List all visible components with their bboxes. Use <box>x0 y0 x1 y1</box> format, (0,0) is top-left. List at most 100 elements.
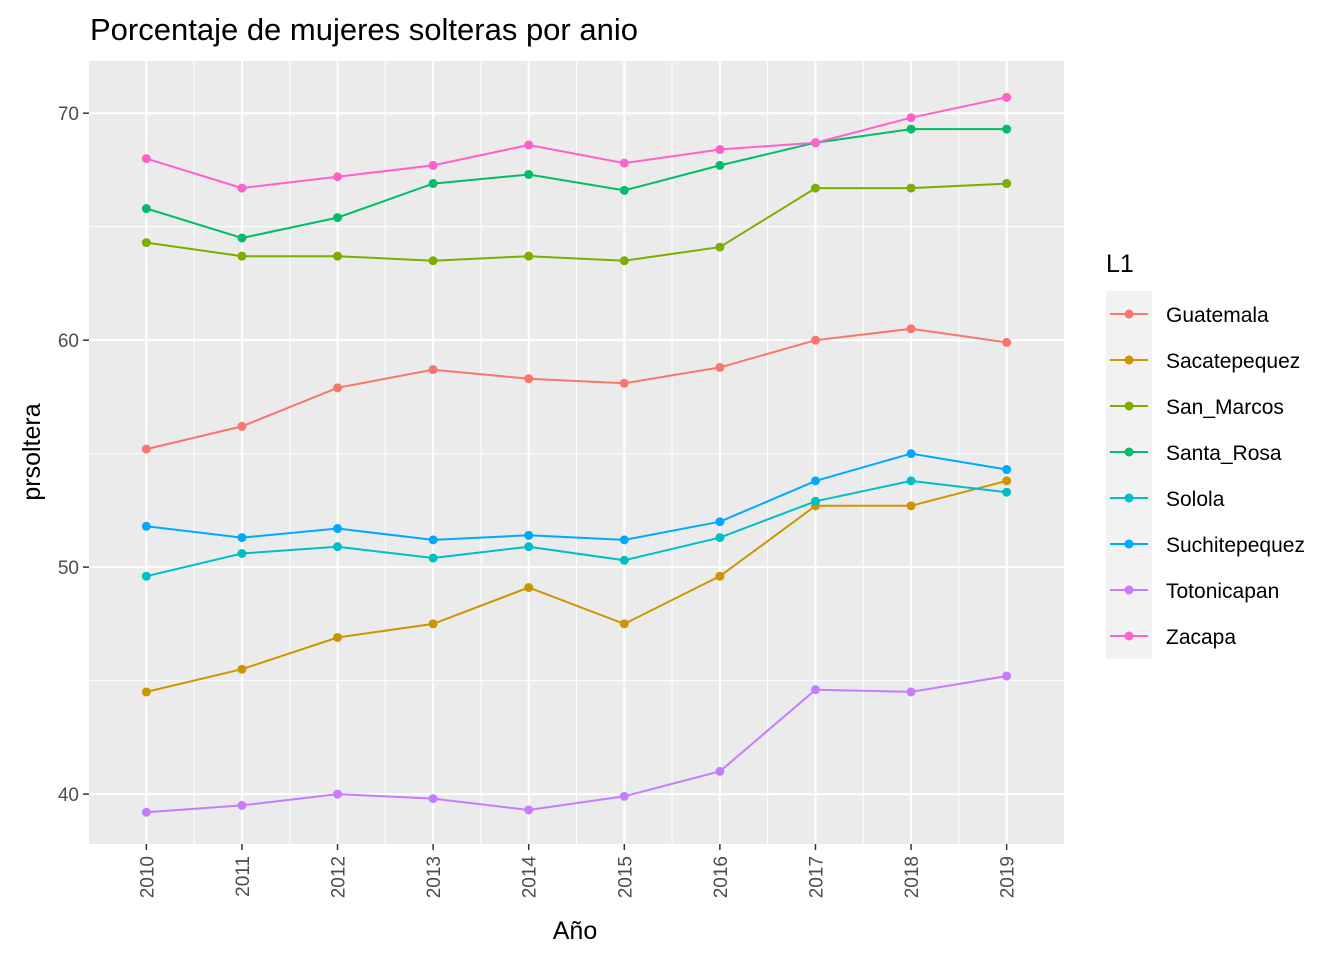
data-point-solola <box>524 542 534 552</box>
data-point-suchitepequez <box>333 524 343 534</box>
x-tick-label: 2010 <box>137 856 158 898</box>
data-point-santa-rosa <box>237 233 247 243</box>
data-point-san-marcos <box>810 183 820 193</box>
data-point-san-marcos <box>237 251 247 261</box>
data-point-guatemala <box>141 444 151 454</box>
data-point-san-marcos <box>141 238 151 248</box>
legend-label: Guatemala <box>1166 304 1269 327</box>
minor-gridlines <box>89 61 1064 844</box>
data-point-solola <box>237 548 247 558</box>
x-tick-label: 2016 <box>711 856 732 898</box>
data-point-santa-rosa <box>333 213 343 223</box>
data-point-totonicapan <box>906 687 916 697</box>
data-point-solola <box>715 533 725 543</box>
data-point-zacapa <box>333 172 343 182</box>
data-point-zacapa <box>906 113 916 123</box>
series-line-san-marcos <box>146 182 1007 262</box>
legend-key-point <box>1124 355 1134 365</box>
data-point-zacapa <box>428 160 438 170</box>
data-point-santa-rosa <box>141 204 151 214</box>
data-point-guatemala <box>906 324 916 334</box>
data-point-totonicapan <box>141 807 151 817</box>
data-point-zacapa <box>715 145 725 155</box>
legend-key-point <box>1124 585 1134 595</box>
legend-key-point <box>1124 493 1134 503</box>
series-line-zacapa <box>146 96 1007 190</box>
series-line-solola <box>146 479 1007 578</box>
series-line-sacatepequez <box>146 479 1007 693</box>
data-point-santa-rosa <box>428 179 438 189</box>
x-tick-label: 2013 <box>424 856 445 898</box>
data-point-suchitepequez <box>141 521 151 531</box>
chart-title: Porcentaje de mujeres solteras por anio <box>90 12 638 47</box>
data-point-totonicapan <box>1002 671 1012 681</box>
tick-labels: 2010 2011 2012 2013 2014 2015 2016 2017 2018 2019… <box>58 104 1019 898</box>
data-point-totonicapan <box>524 805 534 815</box>
series-totonicapan <box>141 671 1012 817</box>
axis-ticks <box>83 112 1008 850</box>
data-point-totonicapan <box>810 685 820 695</box>
data-point-solola <box>906 476 916 486</box>
data-point-sacatepequez <box>141 687 151 697</box>
y-tick-label: 70 <box>58 104 79 125</box>
x-tick-label: 2015 <box>615 856 636 898</box>
data-point-sacatepequez <box>333 632 343 642</box>
data-point-santa-rosa <box>619 185 629 195</box>
data-point-zacapa <box>619 158 629 168</box>
y-tick-label: 60 <box>58 331 79 352</box>
data-point-solola <box>810 496 820 506</box>
legend-items: Guatemala Sacatepequez San_Marcos Santa_Ros… <box>1110 304 1305 649</box>
data-point-sacatepequez <box>619 619 629 629</box>
data-point-san-marcos <box>333 251 343 261</box>
data-point-sacatepequez <box>715 571 725 581</box>
legend-item-totonicapan: Totonicapan <box>1110 580 1279 603</box>
data-point-zacapa <box>237 183 247 193</box>
data-point-san-marcos <box>715 242 725 252</box>
data-point-santa-rosa <box>1002 124 1012 134</box>
x-tick-label: 2018 <box>902 856 923 898</box>
legend-key-point <box>1124 309 1134 319</box>
data-point-santa-rosa <box>524 169 534 179</box>
legend-label: Totonicapan <box>1166 580 1279 603</box>
series-guatemala <box>141 324 1012 454</box>
data-point-suchitepequez <box>428 535 438 545</box>
data-point-sacatepequez <box>906 501 916 511</box>
data-point-guatemala <box>715 362 725 372</box>
data-point-san-marcos <box>428 256 438 266</box>
y-tick-label: 40 <box>58 785 79 806</box>
series-line-guatemala <box>146 327 1007 451</box>
data-point-totonicapan <box>715 766 725 776</box>
data-point-suchitepequez <box>810 476 820 486</box>
data-point-santa-rosa <box>906 124 916 134</box>
data-point-suchitepequez <box>237 533 247 543</box>
legend-label: Suchitepequez <box>1166 534 1305 557</box>
legend-item-santa-rosa: Santa_Rosa <box>1110 442 1282 465</box>
data-point-sacatepequez <box>524 583 534 593</box>
data-point-suchitepequez <box>906 449 916 459</box>
y-tick-label: 50 <box>58 558 79 579</box>
legend-item-san-marcos: San_Marcos <box>1110 396 1284 419</box>
series-suchitepequez <box>141 449 1012 545</box>
legend-key-background <box>1106 291 1152 659</box>
data-point-totonicapan <box>333 789 343 799</box>
data-point-zacapa <box>524 140 534 150</box>
legend-label: Sacatepequez <box>1166 350 1300 373</box>
legend-item-sacatepequez: Sacatepequez <box>1110 350 1300 373</box>
data-point-solola <box>428 553 438 563</box>
legend-item-solola: Solola <box>1110 488 1225 511</box>
series-zacapa <box>141 92 1012 193</box>
data-point-suchitepequez <box>715 517 725 527</box>
legend-key-point <box>1124 539 1134 549</box>
legend-label: San_Marcos <box>1166 396 1284 419</box>
legend-label: Zacapa <box>1166 626 1236 649</box>
data-point-guatemala <box>810 335 820 345</box>
data-point-guatemala <box>428 365 438 375</box>
legend-item-guatemala: Guatemala <box>1110 304 1269 327</box>
legend-title: L1 <box>1106 250 1134 278</box>
data-point-suchitepequez <box>619 535 629 545</box>
data-point-totonicapan <box>237 800 247 810</box>
x-tick-label: 2011 <box>233 856 254 897</box>
legend-label: Solola <box>1166 488 1225 511</box>
data-point-sacatepequez <box>428 619 438 629</box>
data-point-santa-rosa <box>715 160 725 170</box>
